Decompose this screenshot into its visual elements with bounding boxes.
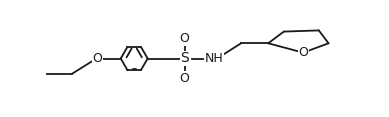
Text: O: O [298,46,308,59]
Text: O: O [180,72,189,85]
Text: NH: NH [204,52,223,65]
Text: O: O [93,52,102,65]
Text: S: S [180,51,189,66]
Text: O: O [180,32,189,45]
